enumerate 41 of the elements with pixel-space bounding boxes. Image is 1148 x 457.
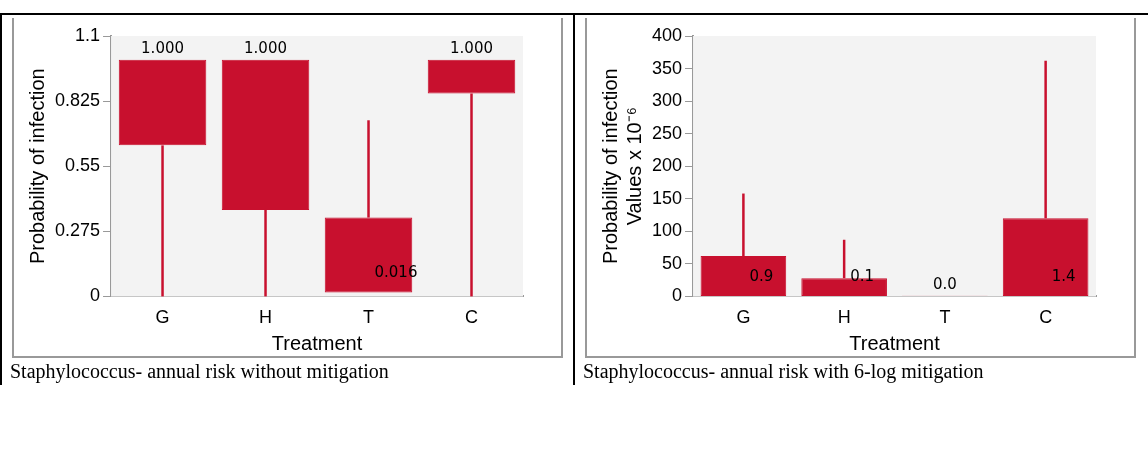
y-tick-label: 0.275 [55,220,101,241]
x-tick-label: H [837,307,851,328]
y-tick-label: 0 [672,285,683,306]
x-tick-label: C [1039,307,1053,328]
y-tick-label: 200 [651,155,683,176]
x-tick-label: G [155,307,170,328]
text: 1.000 [450,39,493,58]
text: Staphylococcus- annual risk without mitigation [9,359,390,385]
x-tick-label: T [363,307,375,328]
y-tick-label: 1.1 [75,24,101,45]
x-tick-label: G [736,307,751,328]
candlestick [801,238,887,296]
y-tick-label: 0.825 [55,90,101,111]
x-tick-label: C [465,307,479,328]
y-tick-label: 350 [651,57,683,78]
x-tick-label: T [939,307,951,328]
y-tick-label: 300 [651,90,683,111]
y-tick-label: 0 [90,285,101,306]
y-tick-label: 250 [651,122,683,143]
y-tick-label: 400 [651,24,683,45]
x-axis-title: Treatment [271,331,363,354]
y-tick-label: 0.55 [65,155,101,176]
text: 0.0 [932,275,957,294]
y-axis-title: Probability of infection [25,68,48,265]
y-tick-label: 150 [651,187,683,208]
y-tick-label: 50 [662,252,683,273]
candlestick [221,59,310,298]
candlestick [427,59,516,298]
text: 1.000 [141,39,185,58]
candlestick [1002,59,1089,296]
text: Staphylococcus- annual risk with 6-log mitigation [582,359,985,385]
text: 1.000 [244,39,287,58]
text: Values x 10⁻⁶ [622,107,645,226]
text: 1.4 [1051,266,1076,285]
x-axis-title: Treatment [849,331,941,354]
candlestick [700,192,787,296]
x-tick-label: H [259,307,273,328]
y-tick-label: 100 [651,220,683,241]
candlestick [118,59,207,298]
text: 0.9 [749,266,774,285]
y-axis-title: Probability of infection [598,68,621,265]
